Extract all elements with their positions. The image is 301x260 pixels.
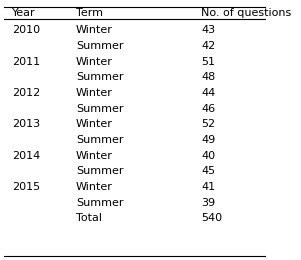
Text: 49: 49	[201, 135, 215, 145]
Text: 41: 41	[201, 182, 215, 192]
Text: Winter: Winter	[76, 151, 113, 161]
Text: 40: 40	[201, 151, 215, 161]
Text: Total: Total	[76, 213, 102, 224]
Text: 48: 48	[201, 72, 215, 82]
Text: Winter: Winter	[76, 182, 113, 192]
Text: 2013: 2013	[12, 119, 40, 129]
Text: 2015: 2015	[12, 182, 40, 192]
Text: Term: Term	[76, 8, 103, 18]
Text: 43: 43	[201, 25, 215, 35]
Text: Winter: Winter	[76, 119, 113, 129]
Text: 45: 45	[201, 166, 215, 177]
Text: 39: 39	[201, 198, 215, 208]
Text: 2010: 2010	[12, 25, 40, 35]
Text: Winter: Winter	[76, 88, 113, 98]
Text: 51: 51	[201, 57, 215, 67]
Text: 540: 540	[201, 213, 222, 224]
Text: Winter: Winter	[76, 57, 113, 67]
Text: Summer: Summer	[76, 135, 123, 145]
Text: 2011: 2011	[12, 57, 40, 67]
Text: Summer: Summer	[76, 166, 123, 177]
Text: Summer: Summer	[76, 72, 123, 82]
Text: 52: 52	[201, 119, 215, 129]
Text: Summer: Summer	[76, 104, 123, 114]
Text: 2012: 2012	[12, 88, 40, 98]
Text: Summer: Summer	[76, 41, 123, 51]
Text: 2014: 2014	[12, 151, 40, 161]
Text: Winter: Winter	[76, 25, 113, 35]
Text: Summer: Summer	[76, 198, 123, 208]
Text: 46: 46	[201, 104, 215, 114]
Text: 44: 44	[201, 88, 215, 98]
Text: 42: 42	[201, 41, 215, 51]
Text: No. of questions: No. of questions	[201, 8, 291, 18]
Text: Year: Year	[12, 8, 36, 18]
